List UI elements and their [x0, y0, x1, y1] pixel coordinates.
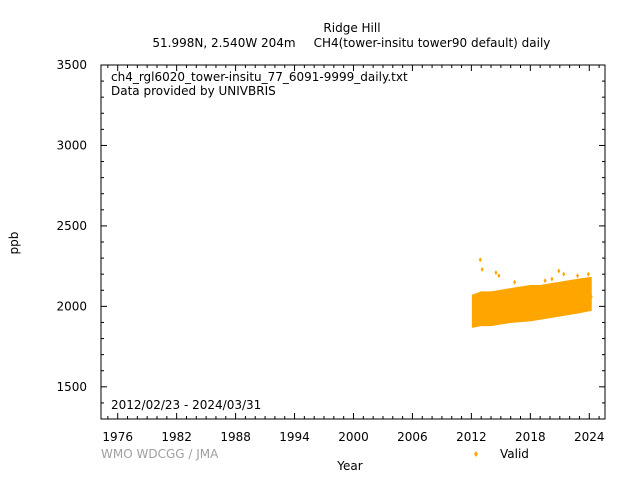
- y-tick-label: 3000: [56, 138, 87, 152]
- x-tick-label: 1994: [279, 430, 310, 444]
- y-tick-label: 2500: [56, 219, 87, 233]
- valid-data-point: [479, 306, 483, 312]
- valid-data-point: [497, 273, 501, 279]
- valid-data-point: [589, 294, 593, 300]
- valid-data-point: [586, 294, 590, 300]
- valid-data-point: [476, 317, 480, 323]
- valid-data-point: [532, 301, 536, 307]
- y-tick-label: 3500: [56, 58, 87, 72]
- valid-data-point: [484, 315, 488, 321]
- valid-data-point: [587, 290, 591, 296]
- legend: Valid: [474, 447, 529, 461]
- valid-data-point: [556, 296, 560, 302]
- valid-data-band: [471, 276, 592, 328]
- station-title: Ridge Hill: [323, 21, 380, 35]
- valid-data-point: [501, 307, 505, 313]
- x-tick-label: 2006: [397, 430, 428, 444]
- y-axis-label: ppb: [7, 232, 21, 255]
- x-tick-label: 1976: [102, 430, 133, 444]
- valid-data-point: [547, 302, 551, 308]
- valid-data-point: [575, 273, 579, 279]
- credit-text: WMO WDCGG / JMA: [101, 447, 219, 461]
- valid-data-point: [531, 305, 535, 311]
- series-title: CH4(tower-insitu tower90 default) daily: [314, 36, 551, 50]
- valid-data-point: [543, 278, 547, 284]
- valid-data-point: [513, 279, 517, 285]
- plot-frame: [100, 64, 606, 420]
- period-annotation: 2012/02/23 - 2024/03/31: [111, 398, 261, 412]
- valid-data-point: [557, 268, 561, 274]
- valid-data-point: [562, 271, 566, 277]
- valid-data-point: [478, 257, 482, 263]
- valid-data-point: [477, 311, 481, 317]
- x-tick-label: 2024: [574, 430, 605, 444]
- valid-data-point: [516, 308, 520, 314]
- valid-data-point: [563, 299, 567, 305]
- valid-data-point: [572, 293, 576, 299]
- valid-data-point: [492, 313, 496, 319]
- file-name-annotation: ch4_rgl6020_tower-insitu_77_6091-9999_da…: [111, 70, 408, 84]
- x-tick-label: 2012: [456, 430, 487, 444]
- y-tick-label: 2000: [56, 299, 87, 313]
- x-tick-label: 1988: [220, 430, 251, 444]
- valid-data-point: [539, 303, 543, 309]
- valid-data-point: [493, 309, 497, 315]
- x-axis-label: Year: [336, 459, 362, 473]
- valid-data-point: [494, 270, 498, 276]
- valid-data-point: [485, 310, 489, 316]
- y-axis: 1500 2000 2500 3000 3500: [56, 58, 605, 404]
- valid-data-point: [571, 297, 575, 303]
- valid-data-point: [508, 310, 512, 316]
- valid-data-point: [509, 306, 513, 312]
- valid-data-point: [555, 300, 559, 306]
- valid-data-point: [500, 311, 504, 317]
- x-axis: 1976 1982 1988 1994 2000 2006 2012 2018 2024: [102, 65, 605, 444]
- valid-data-point: [471, 310, 475, 316]
- valid-data-point: [480, 266, 484, 272]
- valid-data-point: [550, 276, 554, 282]
- valid-data-point: [564, 295, 568, 301]
- valid-data-point: [517, 304, 521, 310]
- x-tick-label: 2000: [338, 430, 369, 444]
- valid-series: [471, 257, 593, 328]
- provider-annotation: Data provided by UNIVBRIS: [111, 84, 276, 98]
- valid-data-point: [579, 291, 583, 297]
- y-tick-label: 1500: [56, 380, 87, 394]
- legend-valid-label: Valid: [500, 447, 529, 461]
- location-subtitle: 51.998N, 2.540W 204m: [152, 36, 295, 50]
- x-tick-label: 2018: [515, 430, 546, 444]
- valid-data-point: [586, 271, 590, 277]
- valid-data-point: [548, 298, 552, 304]
- valid-data-point: [578, 295, 582, 301]
- valid-data-point: [524, 303, 528, 309]
- valid-data-point: [523, 307, 527, 313]
- x-tick-label: 1982: [161, 430, 192, 444]
- valid-data-point: [540, 299, 544, 305]
- valid-data-point: [588, 286, 592, 292]
- legend-valid-marker: [474, 451, 478, 457]
